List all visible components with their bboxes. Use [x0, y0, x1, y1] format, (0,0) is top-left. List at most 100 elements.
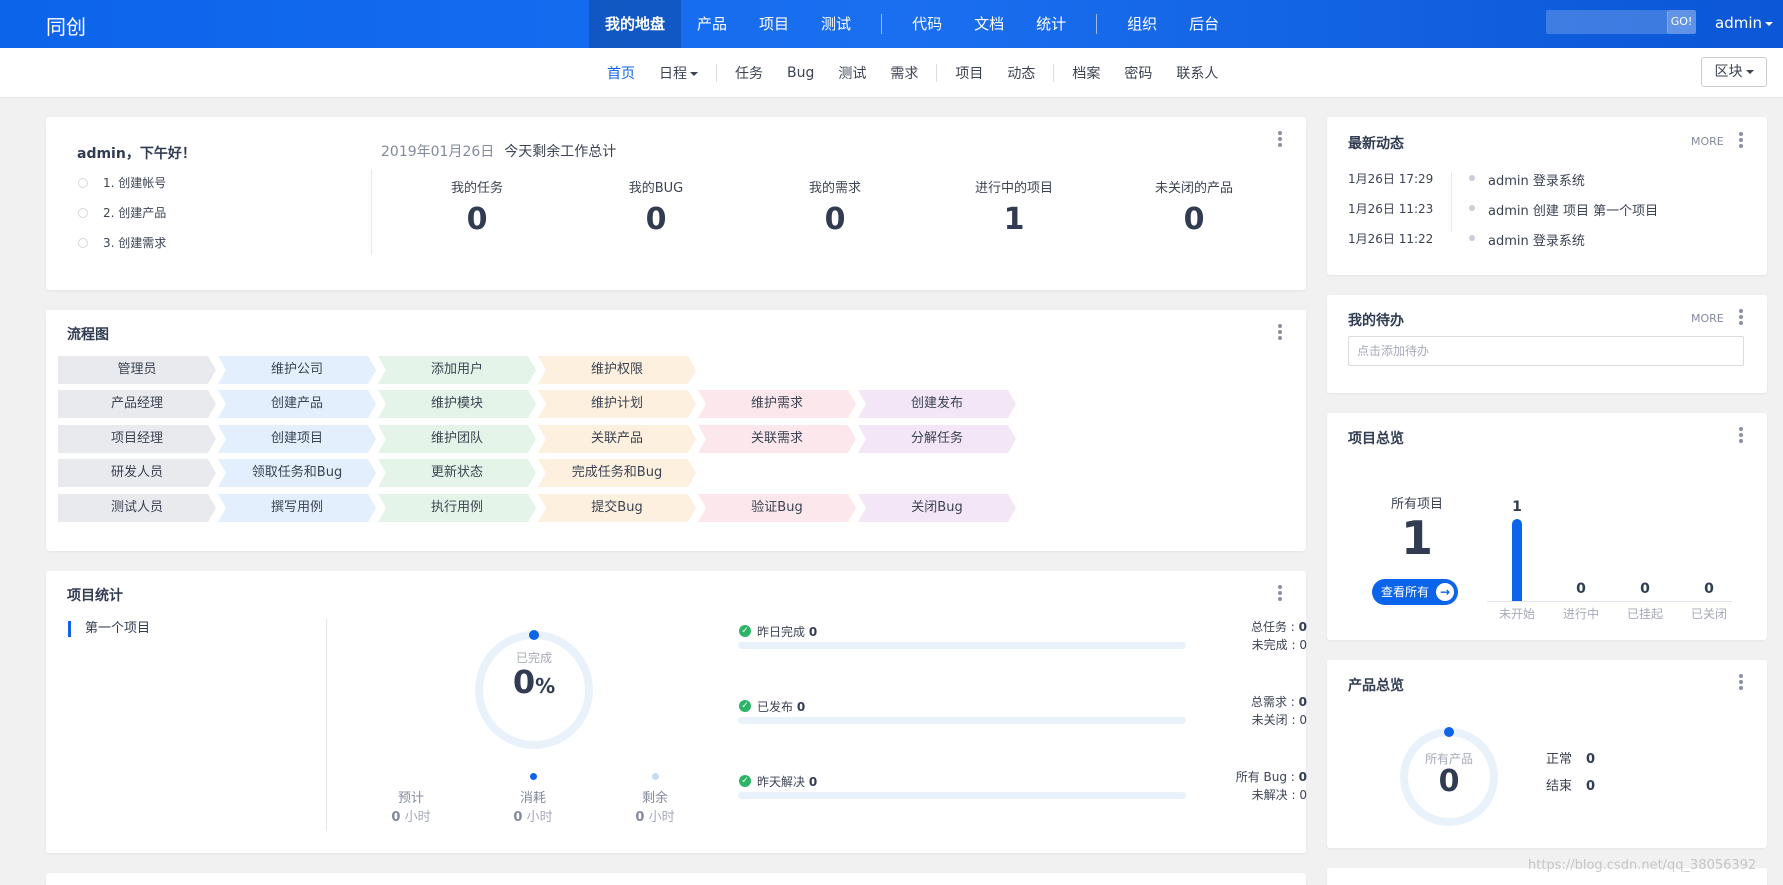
brand-logo[interactable]: 同创: [46, 15, 86, 39]
subnav-task[interactable]: 任务: [735, 66, 763, 82]
chart-bar[interactable]: [1512, 519, 1522, 601]
nav-product[interactable]: 产品: [697, 15, 728, 33]
more-actions-icon[interactable]: [1739, 132, 1743, 148]
search-go-button[interactable]: GO!: [1667, 10, 1696, 34]
total-count: 总需求 : 0: [1250, 695, 1307, 709]
consumed-dot: [530, 773, 537, 780]
progress-label-text: 昨天解决: [757, 775, 806, 789]
progress-start-dot: [1444, 727, 1454, 737]
flow-step[interactable]: 提交Bug: [538, 494, 696, 522]
stat-my-tasks[interactable]: 我的任务 0: [387, 177, 567, 237]
ring-number: 0: [512, 663, 536, 701]
nav-code[interactable]: 代码: [912, 15, 943, 33]
flow-step[interactable]: 领取任务和Bug: [218, 459, 376, 487]
tutorial-step[interactable]: 2. 创建产品: [78, 202, 166, 232]
flow-step[interactable]: 撰写用例: [218, 494, 376, 522]
flow-step[interactable]: 关联需求: [698, 425, 856, 453]
stat-open-products[interactable]: 未关闭的产品 0: [1104, 177, 1284, 237]
legend-normal: 正常 0: [1546, 748, 1595, 767]
flow-step[interactable]: 创建发布: [858, 390, 1016, 418]
flow-step[interactable]: 验证Bug: [698, 494, 856, 522]
subnav-password[interactable]: 密码: [1124, 66, 1153, 82]
flow-step[interactable]: 添加用户: [378, 356, 536, 384]
progress-value: 0: [808, 625, 818, 639]
flow-step[interactable]: 维护公司: [218, 356, 376, 384]
more-actions-icon[interactable]: [1278, 131, 1282, 147]
stat-my-bugs[interactable]: 我的BUG 0: [566, 177, 746, 237]
stat-label: 我的任务: [450, 181, 503, 196]
chart-value-label: 0: [1640, 581, 1650, 597]
stat-value: 0: [466, 202, 488, 237]
legend-label: 结束: [1546, 779, 1573, 794]
flow-step[interactable]: 完成任务和Bug: [538, 459, 696, 487]
panel-title: 我的待办: [1348, 313, 1404, 329]
divider: [371, 169, 372, 255]
nav-company[interactable]: 组织: [1127, 15, 1158, 33]
flow-step[interactable]: 维护权限: [538, 356, 696, 384]
more-actions-icon[interactable]: [1278, 324, 1282, 340]
flow-step[interactable]: 更新状态: [378, 459, 536, 487]
total-label: 总任务: [1250, 620, 1287, 634]
step-circle-icon: [78, 238, 88, 248]
user-menu[interactable]: admin: [1715, 14, 1773, 32]
nav-doc[interactable]: 文档: [974, 15, 1005, 33]
pending-value: 0: [1299, 788, 1307, 802]
ring-unit: %: [535, 674, 556, 698]
subnav-contacts[interactable]: 联系人: [1176, 66, 1219, 82]
hours-unit: 小时: [648, 810, 675, 825]
nav-my-dashboard[interactable]: 我的地盘: [589, 0, 682, 48]
block-button[interactable]: 区块: [1701, 57, 1767, 87]
tutorial-step[interactable]: 3. 创建需求: [78, 232, 166, 262]
todo-input[interactable]: 点击添加待办: [1348, 336, 1744, 366]
tutorial-step[interactable]: 1. 创建帐号: [78, 172, 166, 202]
subnav-dynamic[interactable]: 动态: [1007, 66, 1036, 82]
nav-test[interactable]: 测试: [821, 15, 852, 33]
flow-step[interactable]: 创建产品: [218, 390, 376, 418]
subnav-profile[interactable]: 档案: [1072, 66, 1101, 82]
nav-project[interactable]: 项目: [759, 15, 790, 33]
nav-divider: [1096, 14, 1098, 34]
flow-step[interactable]: 维护计划: [538, 390, 696, 418]
flow-step[interactable]: 维护需求: [698, 390, 856, 418]
step-circle-icon: [78, 208, 88, 218]
chevron-down-icon: [690, 72, 698, 76]
subnav-story[interactable]: 需求: [890, 66, 919, 82]
stat-my-stories[interactable]: 我的需求 0: [745, 177, 925, 237]
subnav-bug[interactable]: Bug: [787, 65, 815, 81]
subnav-calendar[interactable]: 日程: [647, 63, 710, 83]
subnav-calendar-label: 日程: [659, 66, 687, 82]
stat-ongoing-projects[interactable]: 进行中的项目 1: [924, 177, 1104, 237]
flow-step[interactable]: 维护团队: [378, 425, 536, 453]
more-actions-icon[interactable]: [1739, 309, 1743, 325]
more-actions-icon[interactable]: [1278, 585, 1282, 601]
project-list-item[interactable]: 第一个项目: [68, 621, 150, 637]
flow-step[interactable]: 关联产品: [538, 425, 696, 453]
flow-step[interactable]: 执行用例: [378, 494, 536, 522]
all-projects-label: 所有项目: [1390, 497, 1443, 512]
sub-navbar: 首页 日程 任务 Bug 测试 需求 项目 动态 档案 密码 联系人 区块: [0, 48, 1783, 98]
more-link[interactable]: MORE: [1691, 312, 1724, 325]
view-all-button[interactable]: 查看所有 →: [1372, 579, 1458, 605]
flow-row: 测试人员 撰写用例 执行用例 提交Bug 验证Bug 关闭Bug: [58, 494, 1018, 522]
search-input[interactable]: [1546, 10, 1668, 34]
flow-step[interactable]: 分解任务: [858, 425, 1016, 453]
sub-nav: 首页 日程 任务 Bug 测试 需求 项目 动态 档案 密码 联系人: [595, 48, 1230, 98]
hours-number: 0: [513, 810, 523, 825]
progress-label: 昨日完成 0: [757, 623, 817, 640]
nav-report[interactable]: 统计: [1036, 15, 1067, 33]
subnav-home[interactable]: 首页: [607, 66, 635, 82]
nav-admin[interactable]: 后台: [1189, 15, 1220, 33]
subnav-project[interactable]: 项目: [955, 66, 984, 82]
flow-step[interactable]: 维护模块: [378, 390, 536, 418]
hours-value: 0 小时: [503, 806, 563, 825]
arrow-right-icon: →: [1436, 583, 1454, 601]
flow-step[interactable]: 创建项目: [218, 425, 376, 453]
flow-step[interactable]: 关闭Bug: [858, 494, 1016, 522]
more-actions-icon[interactable]: [1739, 674, 1743, 690]
total-value: 0: [1298, 695, 1307, 709]
more-link[interactable]: MORE: [1691, 135, 1724, 148]
legend-value: 0: [1586, 752, 1596, 767]
subnav-testcase[interactable]: 测试: [838, 66, 867, 82]
more-actions-icon[interactable]: [1739, 427, 1743, 443]
flow-role: 产品经理: [58, 390, 216, 418]
